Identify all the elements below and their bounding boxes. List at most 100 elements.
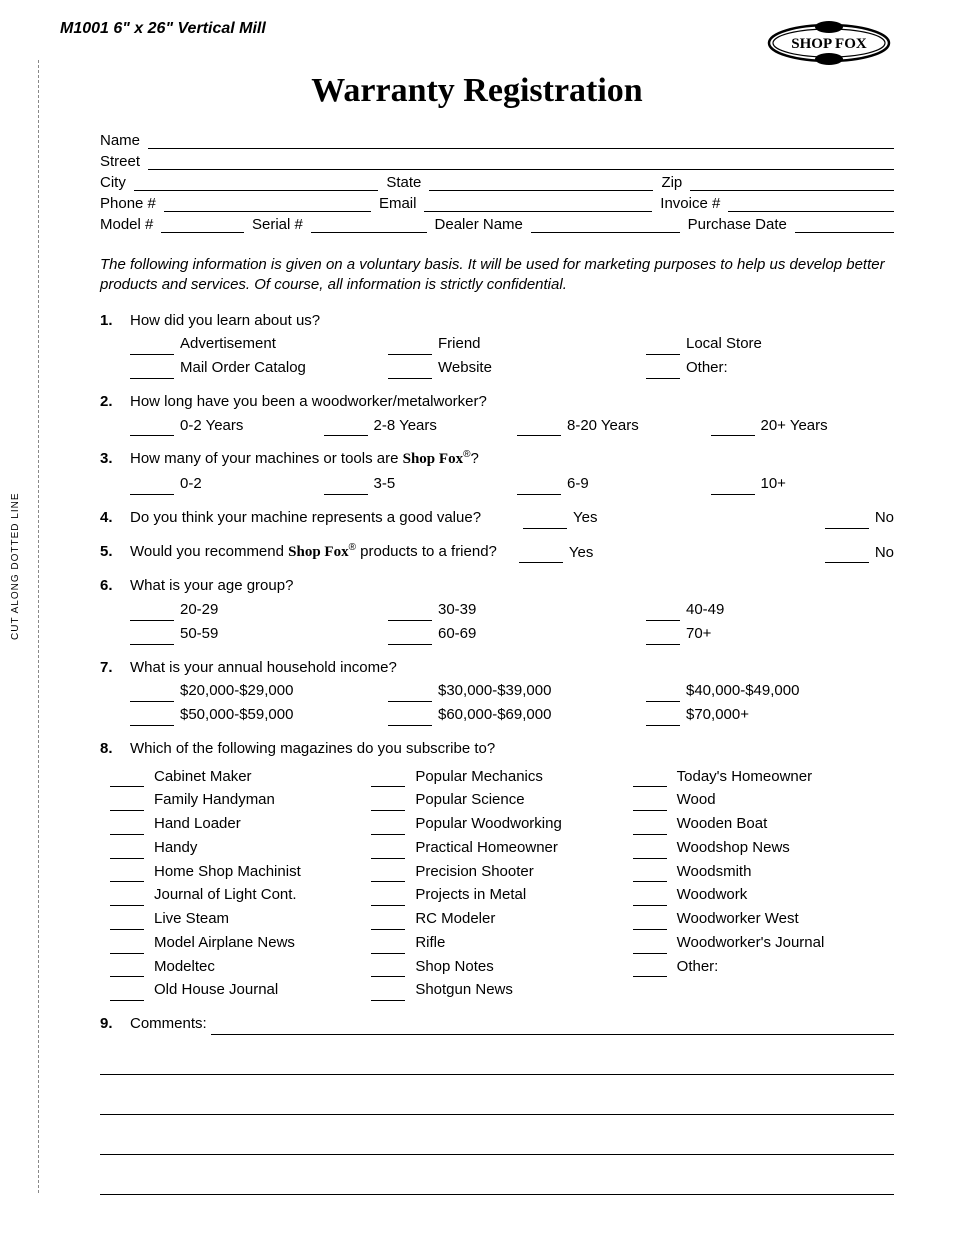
magazine-option[interactable]: Today's Homeowner xyxy=(633,766,874,788)
blank-check[interactable] xyxy=(130,481,174,495)
blank-check[interactable] xyxy=(110,797,144,811)
blank-check[interactable] xyxy=(633,845,667,859)
blank-check[interactable] xyxy=(517,422,561,436)
blank-check[interactable] xyxy=(523,515,567,529)
blank-check[interactable] xyxy=(371,892,405,906)
blank-check[interactable] xyxy=(388,688,432,702)
magazine-option[interactable]: Woodsmith xyxy=(633,861,874,883)
magazine-option[interactable]: Modeltec xyxy=(110,956,351,978)
blank-invoice[interactable] xyxy=(728,196,894,212)
blank-check[interactable] xyxy=(110,821,144,835)
q3-opt[interactable]: 6-9 xyxy=(517,473,701,495)
blank-check[interactable] xyxy=(633,868,667,882)
blank-street[interactable] xyxy=(148,154,894,170)
q6-opt[interactable]: 40-49 xyxy=(646,599,894,621)
comments-line-3[interactable] xyxy=(100,1093,894,1115)
q2-opt[interactable]: 0-2 Years xyxy=(130,415,314,437)
magazine-option[interactable]: Old House Journal xyxy=(110,979,351,1001)
blank-check[interactable] xyxy=(633,797,667,811)
blank-check[interactable] xyxy=(825,515,869,529)
q6-opt[interactable]: 20-29 xyxy=(130,599,378,621)
magazine-option[interactable]: Journal of Light Cont. xyxy=(110,884,351,906)
blank-check[interactable] xyxy=(130,607,174,621)
blank-check[interactable] xyxy=(371,916,405,930)
blank-check[interactable] xyxy=(371,821,405,835)
magazine-option[interactable]: Model Airplane News xyxy=(110,932,351,954)
comments-line-4[interactable] xyxy=(100,1133,894,1155)
blank-check[interactable] xyxy=(388,712,432,726)
blank-check[interactable] xyxy=(517,481,561,495)
q3-opt[interactable]: 3-5 xyxy=(324,473,508,495)
blank-check[interactable] xyxy=(371,845,405,859)
blank-city[interactable] xyxy=(134,175,378,191)
blank-check[interactable] xyxy=(110,940,144,954)
magazine-option[interactable]: Practical Homeowner xyxy=(371,837,612,859)
blank-check[interactable] xyxy=(388,607,432,621)
magazine-option[interactable]: Wooden Boat xyxy=(633,813,874,835)
blank-check[interactable] xyxy=(825,549,869,563)
blank-check[interactable] xyxy=(711,422,755,436)
q3-opt[interactable]: 0-2 xyxy=(130,473,314,495)
magazine-option[interactable]: Family Handyman xyxy=(110,789,351,811)
blank-check[interactable] xyxy=(646,607,680,621)
q1-opt[interactable]: Friend xyxy=(388,333,636,355)
comments-line-2[interactable] xyxy=(100,1053,894,1075)
blank-check[interactable] xyxy=(110,987,144,1001)
blank-state[interactable] xyxy=(429,175,653,191)
magazine-option[interactable]: Woodworker West xyxy=(633,908,874,930)
blank-check[interactable] xyxy=(110,892,144,906)
blank-check[interactable] xyxy=(371,987,405,1001)
blank-check[interactable] xyxy=(130,422,174,436)
q6-opt[interactable]: 30-39 xyxy=(388,599,636,621)
magazine-option[interactable]: Hand Loader xyxy=(110,813,351,835)
q2-opt[interactable]: 8-20 Years xyxy=(517,415,701,437)
magazine-option[interactable]: Cabinet Maker xyxy=(110,766,351,788)
blank-check[interactable] xyxy=(110,916,144,930)
blank-check[interactable] xyxy=(130,365,174,379)
magazine-option[interactable]: Home Shop Machinist xyxy=(110,861,351,883)
blank-check[interactable] xyxy=(646,688,680,702)
q1-opt[interactable]: Website xyxy=(388,357,636,379)
blank-check[interactable] xyxy=(371,940,405,954)
q7-opt[interactable]: $50,000-$59,000 xyxy=(130,704,378,726)
q6-opt[interactable]: 50-59 xyxy=(130,623,378,645)
blank-check[interactable] xyxy=(110,868,144,882)
blank-check[interactable] xyxy=(371,773,405,787)
magazine-option[interactable]: Wood xyxy=(633,789,874,811)
magazine-option[interactable]: Popular Science xyxy=(371,789,612,811)
comments-line-1[interactable] xyxy=(211,1017,894,1035)
blank-check[interactable] xyxy=(633,892,667,906)
blank-check[interactable] xyxy=(110,773,144,787)
q1-opt[interactable]: Advertisement xyxy=(130,333,378,355)
field-street[interactable]: Street xyxy=(100,151,894,172)
q1-opt[interactable]: Mail Order Catalog xyxy=(130,357,378,379)
blank-check[interactable] xyxy=(324,481,368,495)
q7-opt[interactable]: $70,000+ xyxy=(646,704,894,726)
q7-opt[interactable]: $20,000-$29,000 xyxy=(130,680,378,702)
magazine-option[interactable]: Popular Woodworking xyxy=(371,813,612,835)
blank-check[interactable] xyxy=(130,712,174,726)
blank-dealer[interactable] xyxy=(531,217,680,233)
blank-check[interactable] xyxy=(130,688,174,702)
q2-opt[interactable]: 20+ Years xyxy=(711,415,895,437)
magazine-option[interactable]: Rifle xyxy=(371,932,612,954)
blank-check[interactable] xyxy=(646,365,680,379)
magazine-option[interactable]: Handy xyxy=(110,837,351,859)
blank-check[interactable] xyxy=(130,341,174,355)
magazine-option[interactable]: Shop Notes xyxy=(371,956,612,978)
q4-no[interactable]: No xyxy=(825,507,894,529)
magazine-option[interactable]: Woodworker's Journal xyxy=(633,932,874,954)
blank-check[interactable] xyxy=(371,963,405,977)
magazine-option[interactable]: Woodshop News xyxy=(633,837,874,859)
q7-opt[interactable]: $60,000-$69,000 xyxy=(388,704,636,726)
blank-check[interactable] xyxy=(633,821,667,835)
blank-check[interactable] xyxy=(388,341,432,355)
q3-opt[interactable]: 10+ xyxy=(711,473,895,495)
q1-opt[interactable]: Local Store xyxy=(646,333,894,355)
q7-opt[interactable]: $40,000-$49,000 xyxy=(646,680,894,702)
magazine-option[interactable]: Shotgun News xyxy=(371,979,612,1001)
magazine-option[interactable]: RC Modeler xyxy=(371,908,612,930)
q2-opt[interactable]: 2-8 Years xyxy=(324,415,508,437)
q1-opt[interactable]: Other: xyxy=(646,357,894,379)
blank-check[interactable] xyxy=(633,940,667,954)
